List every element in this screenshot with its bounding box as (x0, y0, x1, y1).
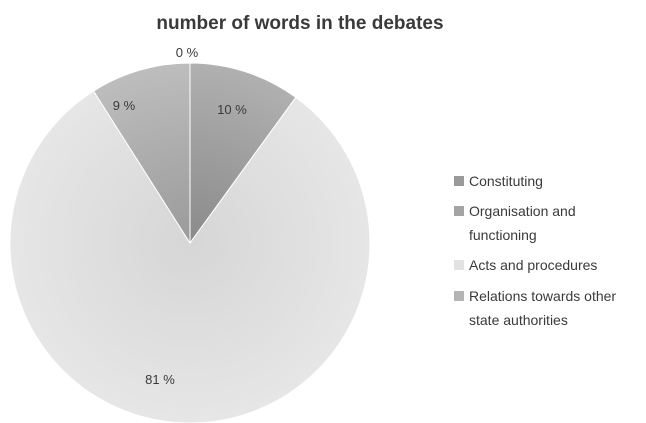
legend-item-2: Organisation and functioning (454, 203, 576, 243)
legend-item-4: Relations towards other state authorities (454, 288, 616, 328)
legend-swatch-4 (454, 291, 464, 301)
legend-swatch-2 (454, 206, 464, 216)
legend-swatch-3 (454, 260, 464, 270)
pie-slice-2 (189, 62, 297, 245)
chart-legend: Constituting Organisation and functioning A… (454, 173, 616, 328)
legend-swatch-1 (454, 176, 464, 186)
pie-slices (9, 62, 371, 423)
legend-label-2-line-2: functioning (469, 227, 537, 243)
pie-slice-4 (92, 62, 191, 245)
data-label-4: 9 % (113, 98, 136, 113)
legend-label-3: Acts and procedures (469, 257, 597, 273)
data-label-3: 81 % (145, 372, 175, 387)
data-label-2: 10 % (217, 102, 247, 117)
legend-label-4-line-1: Relations towards other (469, 288, 616, 304)
data-label-1: 0 % (176, 45, 199, 60)
pie-data-labels: 0 % 10 % 81 % 9 % (113, 45, 247, 387)
legend-item-1: Constituting (454, 173, 543, 189)
legend-label-2-line-1: Organisation and (469, 203, 576, 219)
legend-label-4-line-2: state authorities (469, 312, 568, 328)
legend-item-3: Acts and procedures (454, 257, 597, 273)
legend-label-1: Constituting (469, 173, 543, 189)
chart-title: number of words in the debates (156, 13, 443, 34)
